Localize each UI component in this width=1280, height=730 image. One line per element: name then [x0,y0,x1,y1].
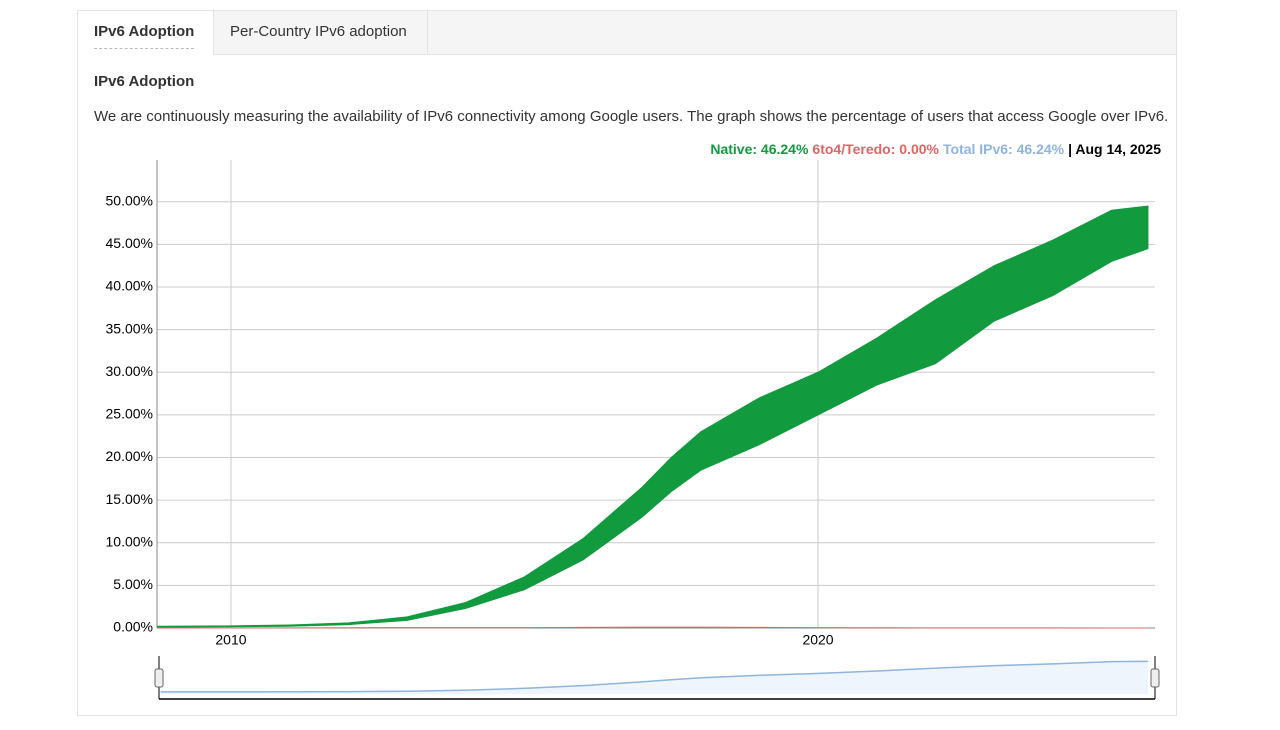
tab[interactable]: Per-Country IPv6 adoption [213,11,428,54]
tab-label[interactable]: IPv6 Adoption [94,23,195,49]
y-tick-label: 45.00% [106,235,153,251]
navigator-handle[interactable] [154,668,164,688]
y-tick-label: 25.00% [106,406,153,422]
y-tick-label: 0.00% [113,619,153,635]
teredo-line [157,626,1148,629]
tab-bar: IPv6 Adoption Per-Country IPv6 adoption [78,11,1176,55]
y-tick-label: 5.00% [113,576,153,592]
y-tick-label: 10.00% [106,533,153,549]
y-tick-label: 50.00% [106,192,153,208]
legend-entry: Total IPv6: 46.24% [943,141,1065,157]
y-tick-label: 20.00% [106,448,153,464]
legend: Native: 46.24% 6to4/Teredo: 0.00% Total IP… [710,141,1161,157]
tab[interactable]: IPv6 Adoption [78,11,213,55]
navigator-area [160,661,1148,694]
native-band [157,205,1149,628]
panel: IPv6 Adoption Per-Country IPv6 adoption … [77,10,1177,716]
description: We are continuously measuring the availa… [94,108,1169,125]
x-tick-label: 2010 [215,632,246,648]
legend-entry: 6to4/Teredo: 0.00% [812,141,939,157]
legend-entry: Native: 46.24% [710,141,809,157]
x-tick-label: 2020 [802,632,833,648]
heading: IPv6 Adoption [94,73,195,90]
y-tick-label: 15.00% [106,491,153,507]
y-tick-label: 40.00% [106,278,153,294]
y-tick-label: 35.00% [106,320,153,336]
legend-entry: | Aug 14, 2025 [1068,141,1161,157]
navigator-handle[interactable] [1150,668,1160,688]
navigator-line [160,660,1148,693]
y-tick-label: 30.00% [106,363,153,379]
